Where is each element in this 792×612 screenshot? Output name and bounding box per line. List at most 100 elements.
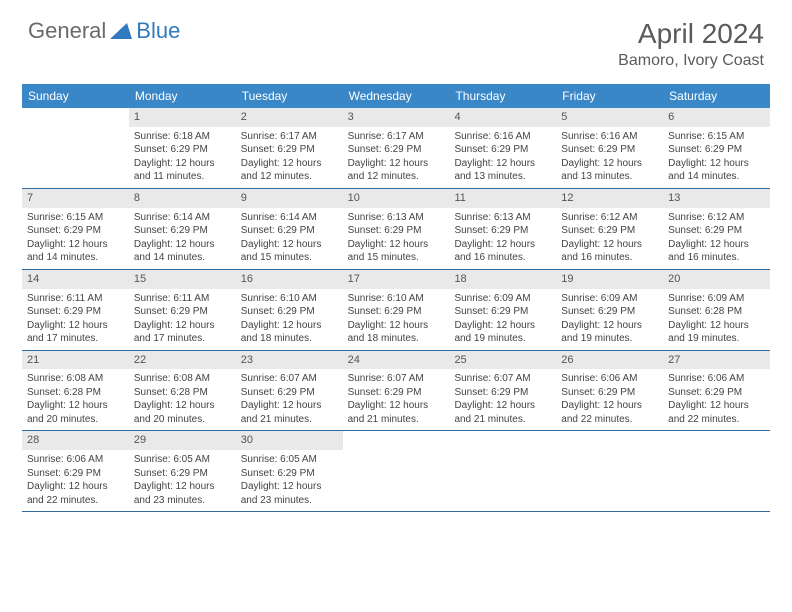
weekday-header: Wednesday (343, 84, 450, 108)
sunset-line: Sunset: 6:29 PM (668, 224, 765, 238)
day-cell: 7 Sunrise: 6:15 AMSunset: 6:29 PMDaylight… (22, 189, 129, 269)
daylight-line: Daylight: 12 hours and 20 minutes. (134, 399, 231, 426)
week-row: 1Sunrise: 6:18 AMSunset: 6:29 PMDaylight… (22, 108, 770, 189)
day-cell: 6 Sunrise: 6:15 AMSunset: 6:29 PMDaylight… (663, 108, 770, 188)
day-number: 11 (449, 189, 556, 208)
day-number: 4 (449, 108, 556, 127)
sunrise-line: Sunrise: 6:14 AM (134, 211, 231, 225)
day-cell: 5Sunrise: 6:16 AMSunset: 6:29 PMDaylight… (556, 108, 663, 188)
day-cell: 20Sunrise: 6:09 AMSunset: 6:28 PMDayligh… (663, 270, 770, 350)
daylight-line: Daylight: 12 hours and 22 minutes. (27, 480, 124, 507)
sunset-line: Sunset: 6:28 PM (668, 305, 765, 319)
logo-text-general: General (28, 18, 106, 44)
sunrise-line: Sunrise: 6:08 AM (134, 372, 231, 386)
sunrise-line: Sunrise: 6:09 AM (668, 292, 765, 306)
day-number: 25 (449, 351, 556, 370)
day-number: 3 (343, 108, 450, 127)
daylight-line: Daylight: 12 hours and 15 minutes. (348, 238, 445, 265)
week-row: 14Sunrise: 6:11 AMSunset: 6:29 PMDayligh… (22, 270, 770, 351)
sunset-line: Sunset: 6:29 PM (561, 305, 658, 319)
daylight-line: Daylight: 12 hours and 23 minutes. (241, 480, 338, 507)
daylight-line: Daylight: 12 hours and 22 minutes. (561, 399, 658, 426)
day-cell: 1 Sunrise: 6:18 AMSunset: 6:29 PMDaylight… (129, 108, 236, 188)
day-cell: 26Sunrise: 6:06 AMSunset: 6:29 PMDayligh… (556, 351, 663, 431)
weekday-header: Friday (556, 84, 663, 108)
sunrise-line: Sunrise: 6:08 AM (27, 372, 124, 386)
weekday-header: Tuesday (236, 84, 343, 108)
daylight-line: Daylight: 12 hours and 16 minutes. (561, 238, 658, 265)
daylight-line: Daylight: 12 hours and 23 minutes. (134, 480, 231, 507)
logo: General Blue (28, 18, 180, 44)
calendar: SundayMondayTuesdayWednesdayThursdayFrid… (22, 84, 770, 512)
sunset-line: Sunset: 6:29 PM (348, 305, 445, 319)
sunset-line: Sunset: 6:28 PM (27, 386, 124, 400)
daylight-line: Daylight: 12 hours and 21 minutes. (348, 399, 445, 426)
weekday-header: Thursday (449, 84, 556, 108)
sunrise-line: Sunrise: 6:06 AM (668, 372, 765, 386)
sunrise-line: Sunrise: 6:07 AM (241, 372, 338, 386)
sunrise-line: Sunrise: 6:10 AM (348, 292, 445, 306)
day-number: 29 (129, 431, 236, 450)
sunrise-line: Sunrise: 6:10 AM (241, 292, 338, 306)
day-number: 22 (129, 351, 236, 370)
day-cell: 8Sunrise: 6:14 AMSunset: 6:29 PMDaylight… (129, 189, 236, 269)
sunset-line: Sunset: 6:29 PM (27, 224, 124, 238)
daylight-line: Daylight: 12 hours and 19 minutes. (454, 319, 551, 346)
sunset-line: Sunset: 6:29 PM (241, 224, 338, 238)
day-number: 6 (663, 108, 770, 127)
sunrise-line: Sunrise: 6:13 AM (454, 211, 551, 225)
sunset-line: Sunset: 6:29 PM (348, 224, 445, 238)
sunset-line: Sunset: 6:29 PM (134, 305, 231, 319)
sunset-line: Sunset: 6:29 PM (561, 224, 658, 238)
daylight-line: Daylight: 12 hours and 12 minutes. (241, 157, 338, 184)
day-number: 27 (663, 351, 770, 370)
day-cell-empty (22, 108, 129, 188)
day-cell-empty (449, 431, 556, 511)
day-body: Sunrise: 6:15 AMSunset: 6:29 PMDaylight:… (663, 129, 770, 188)
sunrise-line: Sunrise: 6:11 AM (134, 292, 231, 306)
sunrise-line: Sunrise: 6:14 AM (241, 211, 338, 225)
day-number: 19 (556, 270, 663, 289)
day-body: Sunrise: 6:12 AMSunset: 6:29 PMDaylight:… (663, 210, 770, 269)
day-body: Sunrise: 6:13 AMSunset: 6:29 PMDaylight:… (449, 210, 556, 269)
day-number: 7 (22, 189, 129, 208)
day-number: 28 (22, 431, 129, 450)
day-body: Sunrise: 6:13 AMSunset: 6:29 PMDaylight:… (343, 210, 450, 269)
day-number: 16 (236, 270, 343, 289)
daylight-line: Daylight: 12 hours and 22 minutes. (668, 399, 765, 426)
sunset-line: Sunset: 6:29 PM (27, 467, 124, 481)
sunset-line: Sunset: 6:29 PM (241, 143, 338, 157)
day-body: Sunrise: 6:10 AMSunset: 6:29 PMDaylight:… (343, 291, 450, 350)
sunrise-line: Sunrise: 6:09 AM (561, 292, 658, 306)
day-cell: 27 Sunrise: 6:06 AMSunset: 6:29 PMDayligh… (663, 351, 770, 431)
daylight-line: Daylight: 12 hours and 13 minutes. (454, 157, 551, 184)
sunrise-line: Sunrise: 6:06 AM (27, 453, 124, 467)
sunset-line: Sunset: 6:29 PM (134, 143, 231, 157)
day-cell: 30Sunrise: 6:05 AMSunset: 6:29 PMDayligh… (236, 431, 343, 511)
day-cell-empty (343, 431, 450, 511)
sunset-line: Sunset: 6:29 PM (454, 305, 551, 319)
day-cell: 9Sunrise: 6:14 AMSunset: 6:29 PMDaylight… (236, 189, 343, 269)
sunset-line: Sunset: 6:29 PM (668, 143, 765, 157)
sunrise-line: Sunrise: 6:06 AM (561, 372, 658, 386)
sunset-line: Sunset: 6:29 PM (668, 386, 765, 400)
daylight-line: Daylight: 12 hours and 18 minutes. (348, 319, 445, 346)
day-number: 1 (129, 108, 236, 127)
sunset-line: Sunset: 6:29 PM (561, 386, 658, 400)
day-body: Sunrise: 6:08 AMSunset: 6:28 PMDaylight:… (22, 371, 129, 430)
sunrise-line: Sunrise: 6:11 AM (27, 292, 124, 306)
daylight-line: Daylight: 12 hours and 11 minutes. (134, 157, 231, 184)
sunset-line: Sunset: 6:29 PM (454, 143, 551, 157)
daylight-line: Daylight: 12 hours and 17 minutes. (134, 319, 231, 346)
day-body: Sunrise: 6:15 AMSunset: 6:29 PMDaylight:… (22, 210, 129, 269)
sunset-line: Sunset: 6:29 PM (348, 143, 445, 157)
daylight-line: Daylight: 12 hours and 19 minutes. (668, 319, 765, 346)
day-cell: 21Sunrise: 6:08 AMSunset: 6:28 PMDayligh… (22, 351, 129, 431)
sunrise-line: Sunrise: 6:05 AM (134, 453, 231, 467)
day-body: Sunrise: 6:07 AMSunset: 6:29 PMDaylight:… (449, 371, 556, 430)
sunrise-line: Sunrise: 6:07 AM (348, 372, 445, 386)
daylight-line: Daylight: 12 hours and 14 minutes. (27, 238, 124, 265)
sunrise-line: Sunrise: 6:18 AM (134, 130, 231, 144)
day-body: Sunrise: 6:08 AMSunset: 6:28 PMDaylight:… (129, 371, 236, 430)
day-number: 2 (236, 108, 343, 127)
